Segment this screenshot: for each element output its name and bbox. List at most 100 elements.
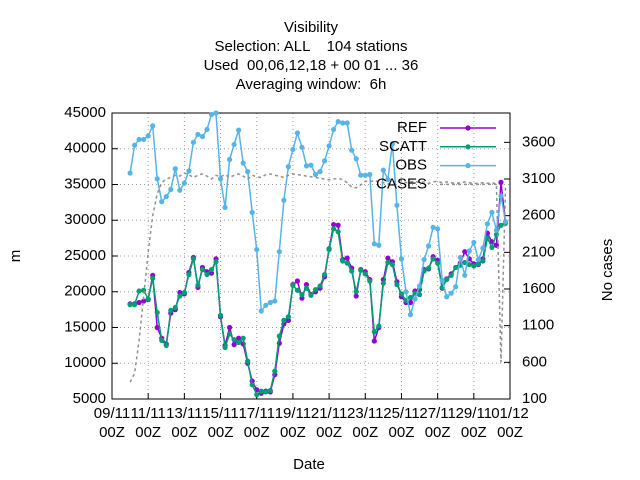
- data-point: [267, 387, 273, 394]
- data-point: [285, 317, 291, 323]
- data-point: [439, 277, 445, 283]
- data-point: [502, 219, 509, 225]
- data-point: [145, 133, 151, 139]
- data-point: [416, 292, 423, 298]
- x-tick-label: 19/11 00Z: [274, 405, 312, 441]
- data-point: [349, 268, 355, 274]
- data-point: [312, 171, 319, 178]
- data-point: [321, 271, 328, 278]
- y-tick-label: 20000: [64, 283, 106, 300]
- data-point: [398, 291, 405, 297]
- data-point: [421, 256, 427, 263]
- x-tick-label: 29/11 00Z: [455, 405, 493, 441]
- data-point: [471, 239, 477, 246]
- data-point: [127, 170, 133, 176]
- data-point: [353, 156, 359, 162]
- data-point: [317, 283, 323, 289]
- data-point: [245, 169, 251, 175]
- data-point: [141, 287, 147, 293]
- data-point: [389, 141, 396, 147]
- chart-subtitle: Used 00,06,12,18 + 00 01 ... 36: [204, 57, 419, 74]
- data-point: [444, 294, 450, 300]
- data-point: [249, 209, 255, 215]
- data-point: [172, 166, 178, 172]
- data-point: [430, 224, 436, 230]
- data-point: [177, 289, 183, 296]
- legend-label: CASES: [376, 175, 427, 192]
- data-point: [448, 290, 454, 296]
- data-point: [303, 163, 310, 169]
- data-point: [398, 256, 405, 262]
- data-point: [376, 242, 382, 248]
- data-point: [263, 302, 269, 308]
- data-point: [267, 299, 273, 306]
- data-point: [407, 299, 414, 306]
- x-tick-label: 13/11 00Z: [166, 405, 203, 441]
- data-point: [349, 147, 355, 153]
- data-point: [299, 292, 305, 298]
- x-tick-label: 25/11 00Z: [383, 405, 420, 441]
- data-point: [444, 276, 450, 283]
- data-point: [263, 389, 269, 395]
- data-point: [186, 168, 192, 174]
- data-point: [186, 271, 192, 278]
- x-tick-label: 17/11 00Z: [238, 405, 275, 441]
- data-point: [290, 282, 296, 288]
- data-point: [190, 139, 197, 145]
- data-point: [177, 187, 183, 193]
- data-point: [213, 110, 219, 116]
- data-point: [254, 246, 260, 253]
- data-point: [412, 296, 418, 302]
- data-point: [141, 136, 147, 143]
- data-point: [321, 158, 328, 164]
- y-tick-label: 30000: [64, 211, 106, 228]
- data-point: [308, 292, 314, 298]
- chart-subtitle: Selection: ALL 104 stations: [215, 38, 408, 55]
- data-point: [168, 307, 174, 313]
- data-point: [258, 388, 264, 394]
- series-line: [129, 112, 507, 315]
- data-point: [272, 298, 278, 304]
- data-point: [154, 324, 160, 331]
- y-tick-label: 15000: [64, 318, 106, 335]
- data-point: [344, 260, 350, 266]
- data-point: [195, 131, 201, 138]
- data-point: [471, 263, 477, 269]
- data-point: [335, 229, 341, 235]
- data-point: [150, 123, 156, 129]
- data-point: [480, 258, 486, 264]
- data-point: [231, 141, 237, 148]
- data-point: [353, 289, 359, 295]
- data-point: [222, 344, 228, 351]
- data-point: [163, 194, 169, 200]
- data-point: [462, 259, 468, 266]
- data-point: [331, 221, 337, 228]
- x-tick-label: 11/11 00Z: [130, 405, 166, 441]
- data-point: [195, 282, 201, 288]
- data-point: [168, 186, 174, 193]
- data-point: [367, 278, 373, 284]
- data-point: [181, 289, 187, 296]
- data-point: [317, 169, 323, 175]
- data-point: [489, 209, 495, 215]
- data-point: [177, 293, 183, 299]
- y2-tick-label: 2100: [522, 243, 555, 260]
- data-point: [163, 342, 169, 348]
- data-point: [371, 338, 377, 344]
- y-axis-label: m: [7, 250, 24, 263]
- data-point: [326, 143, 332, 149]
- data-point: [385, 259, 391, 266]
- data-point: [294, 287, 301, 293]
- data-point: [498, 222, 504, 228]
- data-point: [435, 260, 441, 266]
- data-point: [190, 256, 197, 262]
- data-point: [385, 255, 391, 261]
- data-point: [385, 176, 391, 183]
- data-point: [416, 283, 423, 289]
- data-point: [199, 266, 206, 273]
- data-point: [290, 146, 296, 153]
- y-tick-label: 10000: [64, 354, 106, 371]
- data-point: [258, 308, 264, 314]
- data-point: [226, 156, 233, 163]
